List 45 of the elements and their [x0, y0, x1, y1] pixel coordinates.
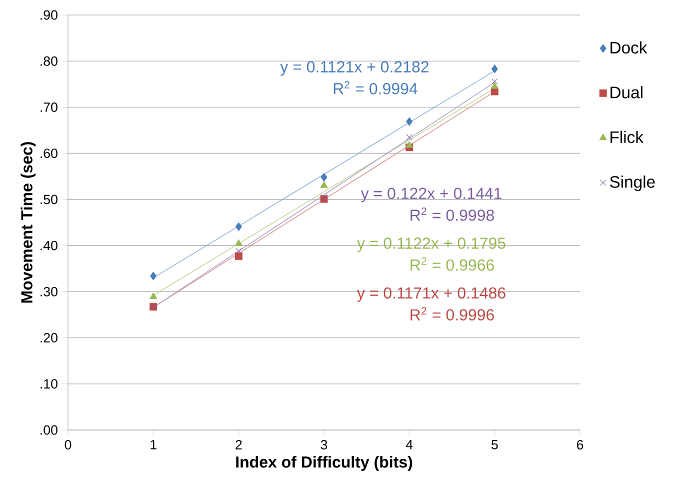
annotation: y = 0.1121x + 0.2182: [280, 61, 428, 76]
point: [406, 141, 414, 148]
point: [150, 272, 157, 280]
x-tick-label: 5: [492, 440, 498, 450]
annotation: R$^{2}$ = 0.9996: [410, 307, 494, 320]
y-tick-label: .30: [40, 286, 58, 296]
legend-label: Flick: [610, 130, 644, 144]
point: [235, 222, 242, 231]
point: [490, 82, 498, 89]
point: [234, 239, 242, 246]
point: [492, 78, 498, 84]
y-tick-label: .90: [40, 10, 58, 20]
y-tick-label: .70: [40, 102, 58, 112]
annotation: y = 0.1171x + 0.1486: [356, 287, 506, 302]
x-tick-label: 3: [320, 440, 328, 450]
y-tick-label: .40: [40, 240, 58, 250]
x-tick-label: 2: [236, 440, 242, 450]
x-tick-label: 6: [576, 440, 584, 450]
x-tick-label: 4: [406, 440, 413, 450]
point: [406, 117, 413, 126]
y-tick-label: .20: [40, 333, 58, 342]
point: [320, 181, 328, 188]
point: [150, 292, 158, 299]
annotation: y = 0.1122x + 0.1795: [356, 238, 506, 252]
point: [234, 252, 242, 260]
point: [236, 248, 242, 254]
y-tick-label: .10: [40, 379, 58, 389]
y-tick-label: .00: [40, 425, 58, 435]
annotation: R$^{2}$ = 0.9966: [410, 257, 494, 271]
y-tick-label: .80: [40, 56, 58, 66]
annotation: R$^{2}$ = 0.9998: [410, 208, 494, 221]
legend-label: Dock: [610, 41, 648, 54]
annotation: R$^{2}$ = 0.9994: [334, 80, 418, 94]
y-tick-label: .60: [40, 148, 58, 158]
y-tick-label: .50: [40, 194, 58, 204]
point: [320, 173, 328, 182]
point: [491, 64, 498, 74]
point: [406, 134, 412, 140]
x-tick-label: 1: [150, 440, 156, 450]
legend-label: Single: [610, 176, 655, 192]
y-axis-title: Movement Time (sec): [20, 142, 36, 303]
legend-label: Dual: [610, 86, 642, 98]
x-tick-label: 0: [64, 440, 72, 450]
x-axis-title: Index of Difficulty (bits): [236, 456, 412, 471]
annotation: y = 0.122x + 0.1441: [360, 188, 502, 202]
